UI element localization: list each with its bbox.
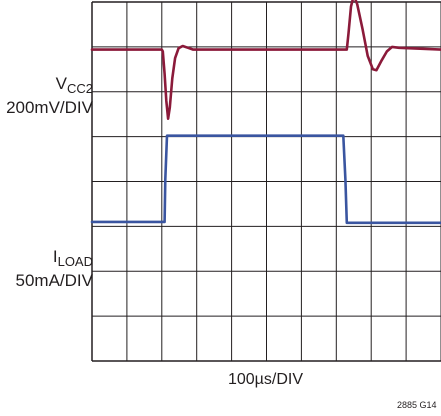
vcc2-subscript: CC2 — [66, 81, 93, 96]
iload-scale: 50mA/DIV — [15, 271, 93, 290]
vcc2-name-line: VCC2 — [6, 74, 93, 98]
x-axis-label: 100µs/DIV — [227, 371, 304, 388]
plot-grid — [91, 1, 441, 362]
figure-code: 2885 G14 — [397, 400, 437, 410]
iload-channel-label: ILOAD 50mA/DIV — [16, 247, 93, 290]
vcc2-name: V — [55, 74, 67, 93]
vcc2-channel-label: VCC2 200mV/DIV — [6, 74, 93, 117]
vcc2-scale: 200mV/DIV — [6, 98, 93, 117]
iload-name-line: ILOAD — [16, 247, 93, 271]
trace-layer — [90, 0, 441, 225]
vcc2-trace — [90, 0, 441, 120]
iload-trace — [90, 134, 441, 225]
iload-subscript: LOAD — [57, 254, 93, 269]
iload-name: I — [52, 247, 58, 266]
